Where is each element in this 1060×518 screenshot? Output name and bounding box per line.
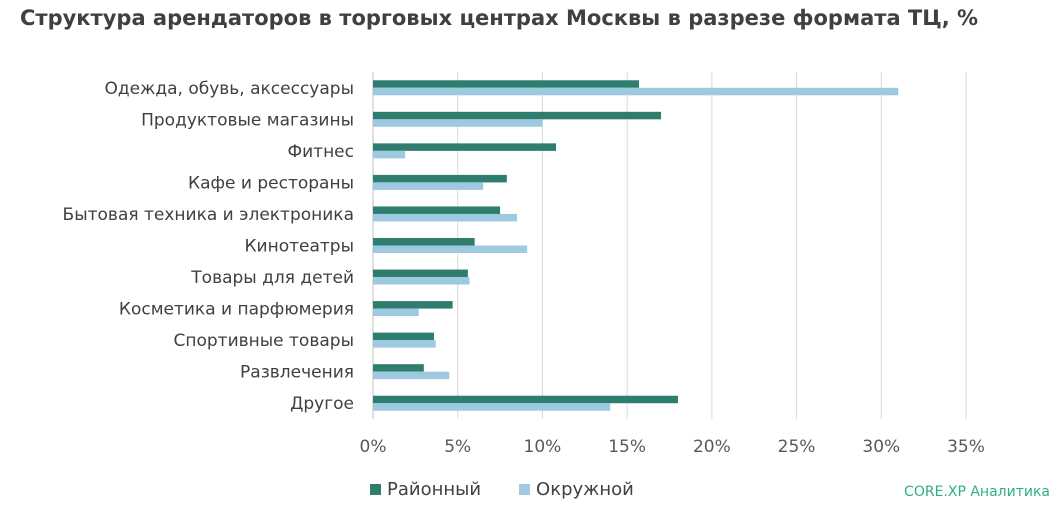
bar-rayonny — [373, 80, 640, 88]
category-label: Косметика и парфюмерия — [119, 300, 354, 320]
bar-okruzhnoy — [373, 403, 611, 411]
bar-okruzhnoy — [373, 371, 450, 380]
category-label: Одежда, обувь, аксессуары — [104, 79, 354, 99]
x-tick-label: 20% — [693, 437, 731, 457]
category-label: Кафе и рестораны — [188, 173, 354, 193]
x-tick-label: 5% — [444, 437, 471, 457]
legend-item-rayonny: Районный — [370, 479, 481, 500]
x-axis-ticks: 0% 5% 10% 15% 20% 25% 30% 35% — [360, 437, 985, 457]
bar-okruzhnoy — [373, 277, 470, 285]
bars — [373, 80, 899, 411]
category-label: Бытовая техника и электроника — [63, 205, 354, 225]
legend: Районный Окружной — [370, 479, 634, 500]
legend-label-rayonny: Районный — [387, 479, 482, 500]
x-tick-label: 0% — [360, 437, 387, 457]
bar-rayonny — [373, 269, 468, 278]
bar-rayonny — [373, 174, 507, 183]
bar-rayonny — [373, 206, 501, 214]
x-tick-label: 30% — [862, 437, 900, 457]
x-tick-label: 10% — [524, 437, 562, 457]
legend-swatch-okruzhnoy — [519, 484, 531, 495]
bar-okruzhnoy — [373, 119, 543, 127]
bar-okruzhnoy — [373, 308, 419, 317]
bar-rayonny — [373, 238, 475, 246]
legend-swatch-rayonny — [370, 484, 381, 495]
bar-rayonny — [373, 143, 556, 151]
chart-title: Структура арендаторов в торговых центрах… — [20, 6, 979, 30]
legend-item-okruzhnoy: Окружной — [519, 479, 634, 500]
category-label: Другое — [290, 394, 354, 414]
bar-rayonny — [373, 111, 662, 120]
category-label: Развлечения — [240, 363, 354, 383]
bar-rayonny — [373, 301, 453, 309]
bar-okruzhnoy — [373, 340, 436, 348]
source-label: CORE.XP Аналитика — [904, 484, 1050, 500]
bar-rayonny — [373, 332, 434, 341]
bar-okruzhnoy — [373, 182, 484, 190]
category-labels: Одежда, обувь, аксессуары Продуктовые маг… — [63, 79, 354, 414]
x-tick-label: 35% — [947, 437, 985, 457]
bar-chart: Одежда, обувь, аксессуары Продуктовые маг… — [63, 72, 985, 457]
category-label: Спортивные товары — [173, 331, 354, 351]
category-label: Кинотеатры — [244, 237, 354, 257]
bar-rayonny — [373, 364, 424, 372]
bar-okruzhnoy — [373, 213, 518, 222]
x-tick-label: 25% — [778, 437, 816, 457]
legend-label-okruzhnoy: Окружной — [536, 479, 634, 500]
bar-okruzhnoy — [373, 150, 406, 159]
bar-rayonny — [373, 395, 678, 404]
x-tick-label: 15% — [608, 437, 646, 457]
category-label: Товары для детей — [190, 268, 354, 288]
bar-okruzhnoy — [373, 245, 528, 253]
bar-okruzhnoy — [373, 87, 899, 96]
category-label: Продуктовые магазины — [141, 110, 354, 130]
category-label: Фитнес — [287, 142, 354, 162]
